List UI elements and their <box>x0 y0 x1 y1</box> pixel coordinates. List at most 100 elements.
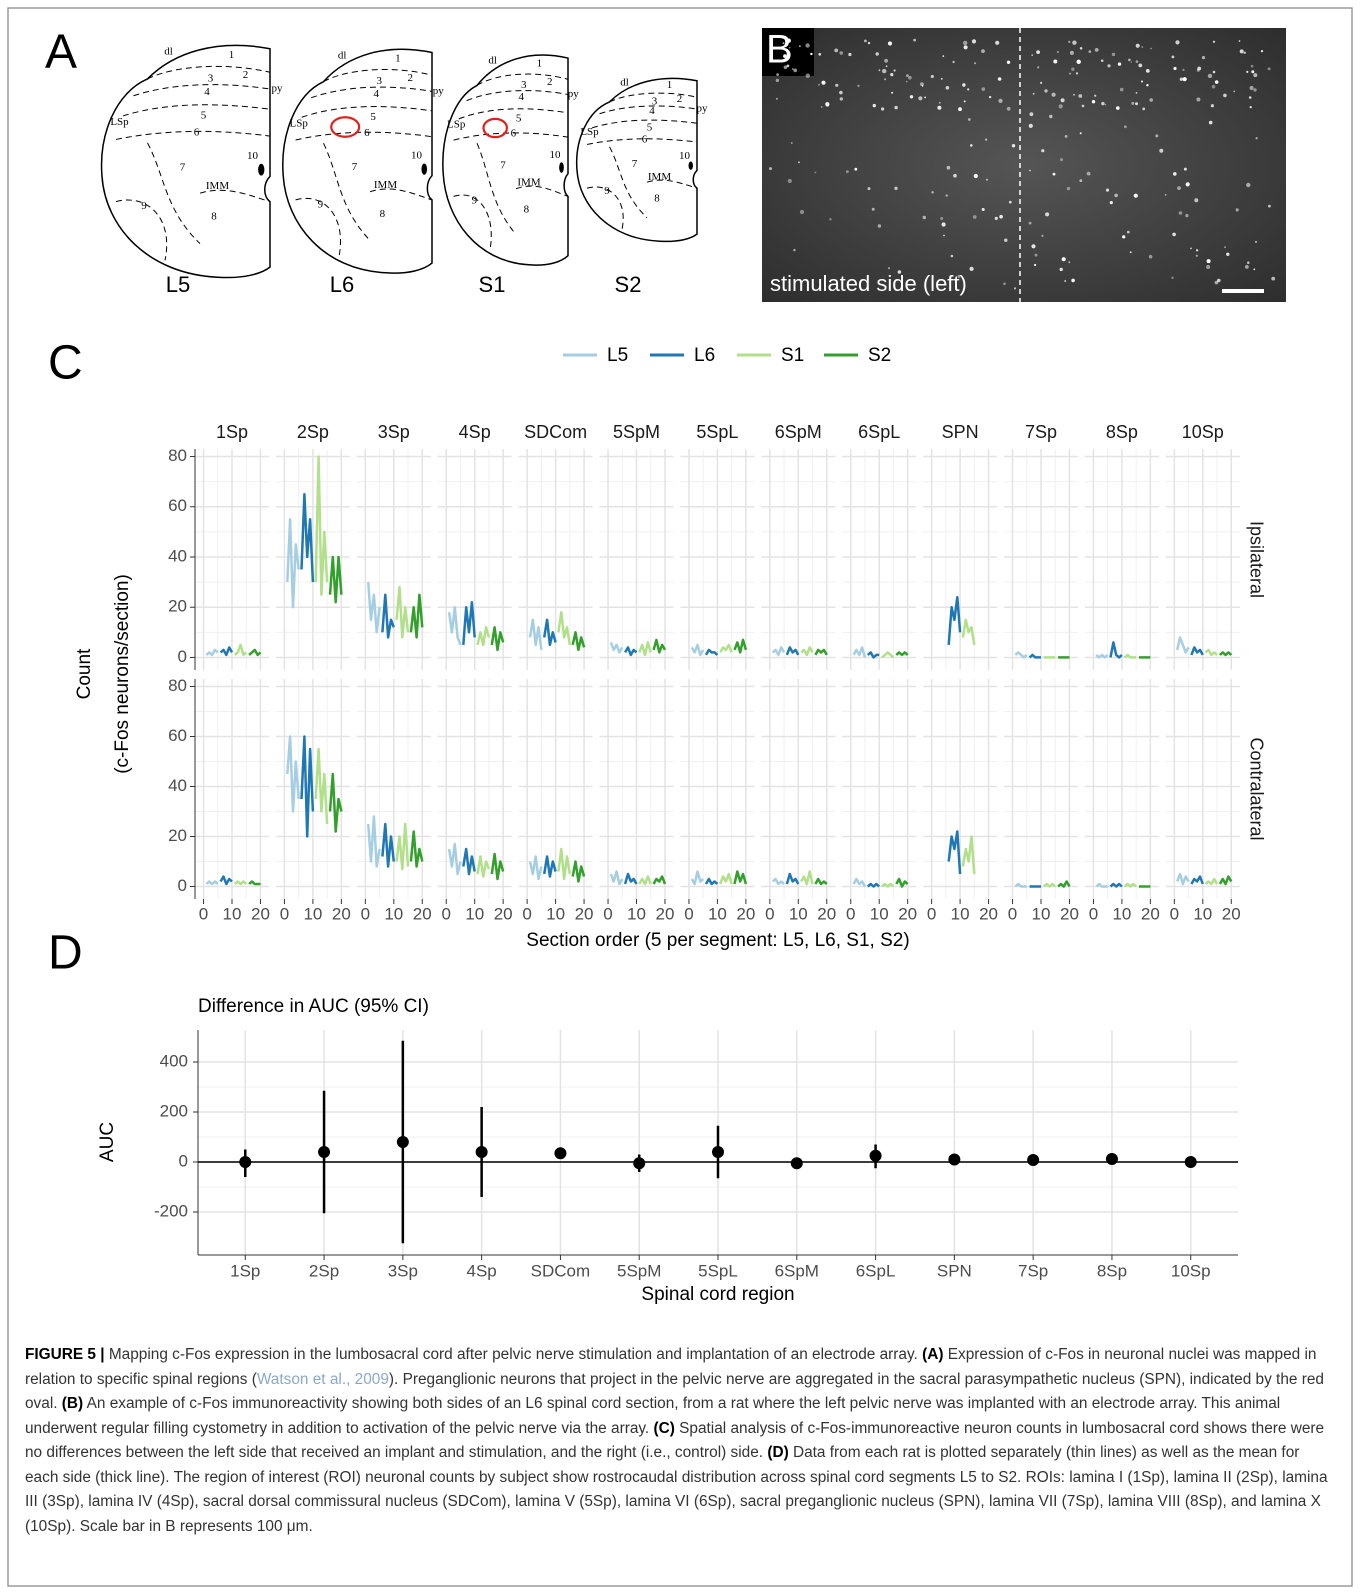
y-axis-title: AUC <box>97 1122 118 1162</box>
fluorescent-dot <box>872 103 876 108</box>
caption-panel-ref: (D) <box>767 1444 789 1461</box>
image-caption: stimulated side (left) <box>770 271 967 296</box>
fluorescent-dot <box>846 170 849 174</box>
diagram-label: py <box>697 103 709 115</box>
lamina-border <box>370 189 432 200</box>
x-tick-label: 10 <box>870 904 889 923</box>
fluorescent-dot <box>1173 172 1177 176</box>
fluorescent-dot <box>1206 265 1211 269</box>
fluorescent-dot <box>1031 244 1036 249</box>
lamina-border <box>311 87 432 98</box>
section-label: L5 <box>166 272 190 297</box>
fluorescent-dot <box>1131 101 1135 105</box>
lamina-border <box>148 66 271 79</box>
fluorescent-dot <box>1260 50 1264 53</box>
fluorescent-dot <box>906 74 909 77</box>
lamina-border <box>116 200 167 260</box>
x-tick-label: 10 <box>627 904 646 923</box>
fluorescent-dot <box>967 118 971 121</box>
count-line <box>1176 872 1190 886</box>
point-estimate <box>554 1147 567 1160</box>
caption-text: Spatial analysis of c-Fos-immunoreactive… <box>25 1419 1325 1462</box>
count-line <box>771 646 786 657</box>
x-tick-label: 6SpL <box>856 1261 896 1280</box>
fluorescent-dot <box>1028 221 1032 225</box>
fluorescent-dot <box>1056 50 1059 54</box>
diagram-label: dl <box>620 77 629 89</box>
diagram-label: py <box>433 85 445 97</box>
count-line <box>314 455 329 596</box>
facet-side-label: Ipsilateral <box>1246 521 1266 598</box>
y-axis-title: (c-Fos neurons/section) <box>112 574 133 774</box>
point-estimate <box>475 1146 488 1158</box>
fluorescent-dot <box>1105 188 1110 192</box>
fluorescent-dot <box>969 266 974 271</box>
diagram-label: LSp <box>447 118 466 130</box>
fluorescent-dot <box>786 64 790 68</box>
fluorescent-dot <box>1194 198 1199 203</box>
fluorescent-dot <box>821 80 826 85</box>
x-tick-label: 5SpM <box>617 1261 661 1280</box>
count-line <box>1028 653 1041 659</box>
x-tick-label: 10Sp <box>1171 1261 1211 1280</box>
fluorescent-dot <box>1032 92 1035 95</box>
x-tick-label: 0 <box>765 904 774 923</box>
fluorescent-dot <box>908 75 912 80</box>
fluorescent-dot <box>1226 252 1230 256</box>
fluorescent-dot <box>963 40 968 46</box>
lamina-border <box>647 180 697 188</box>
diagram-label: 4 <box>204 86 210 98</box>
citation-link[interactable]: Watson et al., 2009 <box>256 1370 389 1388</box>
y-tick-label: 40 <box>168 776 187 795</box>
fluorescent-dot <box>1114 193 1118 198</box>
x-tick-label: 1Sp <box>230 1261 260 1280</box>
count-line <box>852 646 867 658</box>
fluorescent-dot <box>1029 112 1034 117</box>
fluorescent-dot <box>878 69 881 72</box>
fluorescent-dot <box>940 217 944 220</box>
fluorescent-dot <box>1249 106 1252 109</box>
fluorescent-dot <box>1071 67 1075 71</box>
fluorescent-dot <box>981 87 986 91</box>
count-line <box>1219 651 1233 657</box>
fluorescent-dot <box>1195 249 1199 252</box>
diagram-label: 2 <box>547 76 553 88</box>
y-tick-label: 20 <box>168 826 187 845</box>
fluorescent-dot <box>1253 268 1256 271</box>
diagram-label: IMM <box>517 176 540 188</box>
count-line <box>609 870 624 886</box>
cord-section <box>577 78 697 241</box>
facet-label: 7Sp <box>1025 422 1057 442</box>
count-line <box>1095 882 1108 888</box>
lamina-border <box>454 195 492 250</box>
caption-text: Expression of c-Fos in neuronal nuclei w… <box>25 1346 1317 1388</box>
caption: FIGURE 5 | Mapping c-Fos expression in t… <box>25 1343 1337 1539</box>
count-line <box>1095 653 1109 659</box>
diagram-label: dl <box>164 46 173 58</box>
x-tick-label: 0 <box>1008 904 1017 923</box>
x-tick-label: 0 <box>846 904 855 923</box>
y-tick-label: 0 <box>178 647 187 666</box>
fluorescent-dot <box>1044 89 1048 93</box>
chart-title: Difference in AUC (95% CI) <box>198 996 429 1017</box>
count-line <box>638 875 652 886</box>
fluorescent-dot <box>937 105 942 110</box>
count-line <box>366 815 381 868</box>
count-line <box>852 877 867 888</box>
diagram-label: 10 <box>247 150 259 162</box>
count-line <box>248 880 261 886</box>
x-tick-label: 10 <box>951 904 970 923</box>
fluorescent-dot <box>887 41 893 46</box>
fluorescent-dot <box>1091 100 1096 104</box>
fluorescent-dot <box>1094 48 1099 52</box>
x-tick-label: 20 <box>251 904 270 923</box>
fluorescent-dot <box>1197 66 1202 71</box>
legend-label: S2 <box>868 345 891 366</box>
fluorescent-dot <box>945 86 950 90</box>
facet-label: SPN <box>942 422 979 442</box>
diagram-label: 2 <box>408 72 414 84</box>
fluorescent-dot <box>957 274 961 278</box>
facet-label: 5SpL <box>696 422 738 442</box>
x-tick-label: 10 <box>1193 904 1212 923</box>
lamina-border <box>324 143 371 240</box>
